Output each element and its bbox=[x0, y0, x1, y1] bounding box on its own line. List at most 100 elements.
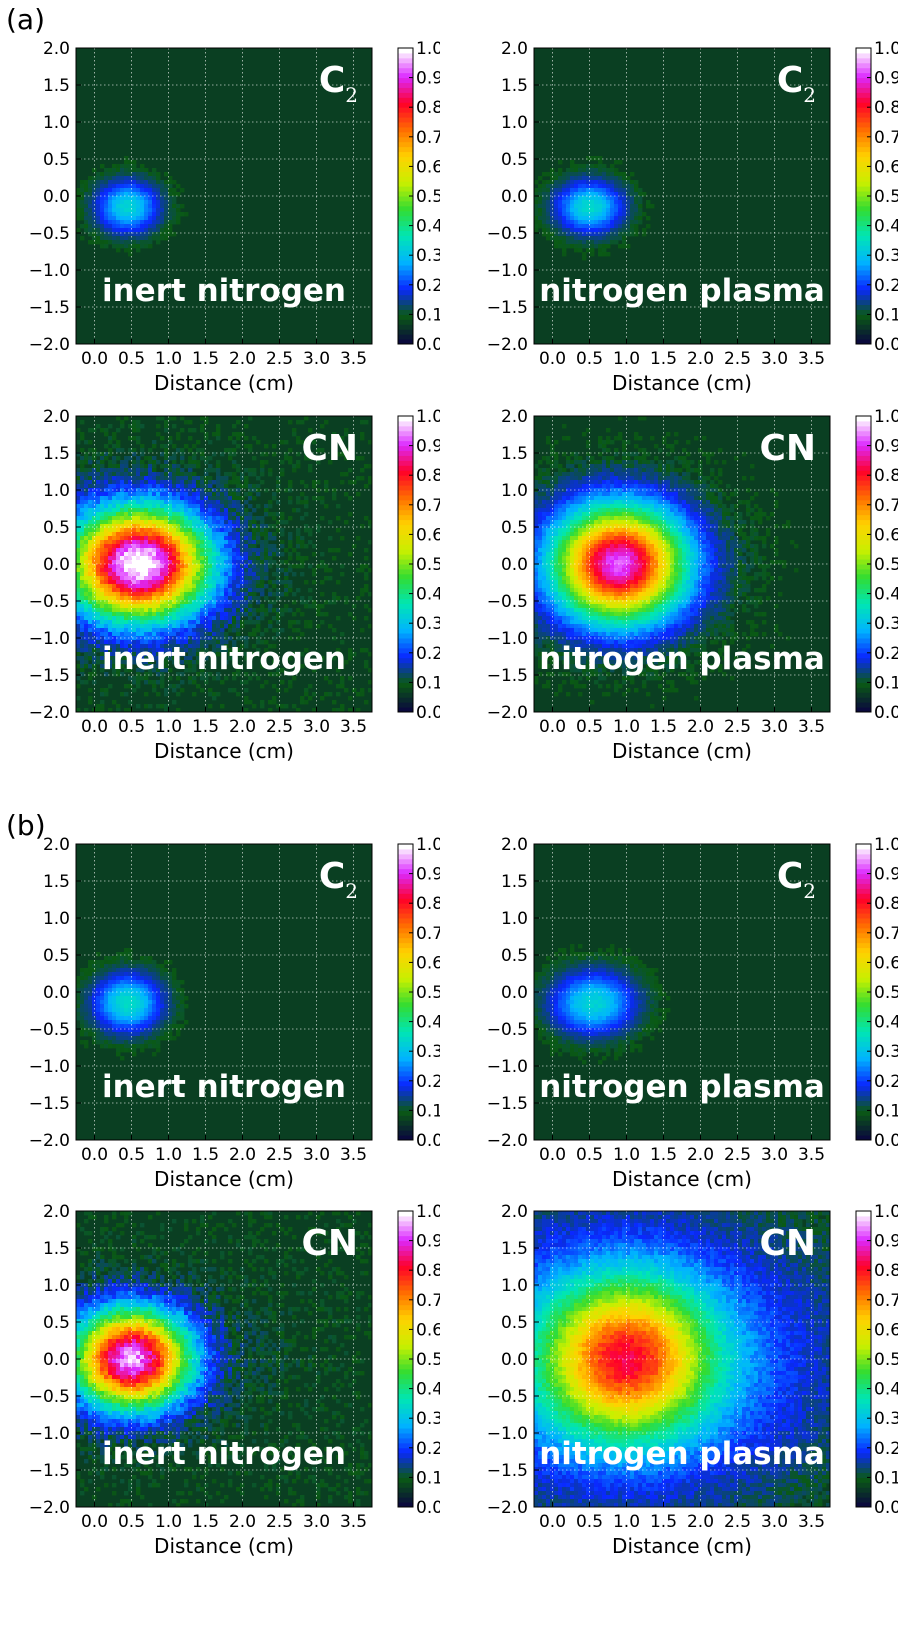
heatmap-cell bbox=[144, 512, 149, 517]
heatmap-cell bbox=[228, 584, 233, 589]
heatmap-cell bbox=[614, 176, 619, 181]
heatmap-cell bbox=[566, 500, 571, 505]
heatmap-cell bbox=[192, 584, 197, 589]
heatmap-cell bbox=[244, 524, 249, 529]
heatmap-cell bbox=[296, 528, 301, 533]
heatmap-cell bbox=[132, 236, 137, 241]
colorbar-segment bbox=[398, 490, 413, 496]
heatmap-cell bbox=[148, 588, 153, 593]
heatmap-cell bbox=[574, 164, 579, 169]
heatmap-cell bbox=[144, 472, 149, 477]
heatmap-cell bbox=[132, 604, 137, 609]
heatmap-cell bbox=[280, 460, 285, 465]
heatmap-cell bbox=[244, 656, 249, 661]
heatmap-cell bbox=[534, 496, 539, 501]
heatmap-cell bbox=[590, 164, 595, 169]
heatmap-cell bbox=[542, 500, 547, 505]
heatmap-cell bbox=[296, 708, 301, 713]
heatmap-cell bbox=[116, 440, 121, 445]
heatmap-cell bbox=[200, 688, 205, 693]
heatmap-cell bbox=[96, 452, 101, 457]
heatmap-cell bbox=[164, 516, 169, 521]
heatmap-cell bbox=[136, 648, 141, 653]
heatmap-cell bbox=[614, 488, 619, 493]
heatmap-cell bbox=[116, 188, 121, 193]
heatmap-cell bbox=[220, 644, 225, 649]
heatmap-cell bbox=[300, 440, 305, 445]
heatmap-cell bbox=[224, 520, 229, 525]
heatmap-cell bbox=[164, 620, 169, 625]
heatmap-cell bbox=[160, 636, 165, 641]
heatmap-cell bbox=[574, 180, 579, 185]
heatmap-cell bbox=[360, 648, 365, 653]
heatmap-cell bbox=[658, 476, 663, 481]
heatmap-cell bbox=[136, 488, 141, 493]
heatmap-cell bbox=[578, 164, 583, 169]
heatmap-cell bbox=[132, 488, 137, 493]
heatmap-cell bbox=[168, 540, 173, 545]
heatmap-cell bbox=[160, 608, 165, 613]
heatmap-cell bbox=[80, 500, 85, 505]
heatmap-cell bbox=[260, 616, 265, 621]
heatmap-cell bbox=[180, 544, 185, 549]
heatmap-cell bbox=[212, 636, 217, 641]
heatmap-cell bbox=[120, 196, 125, 201]
heatmap-cell bbox=[216, 480, 221, 485]
heatmap-cell bbox=[244, 556, 249, 561]
heatmap-cell bbox=[570, 488, 575, 493]
heatmap-cell bbox=[630, 208, 635, 213]
heatmap-cell bbox=[642, 452, 647, 457]
heatmap-cell bbox=[152, 208, 157, 213]
heatmap-cell bbox=[112, 436, 117, 441]
heatmap-cell bbox=[112, 504, 117, 509]
heatmap-cell bbox=[100, 608, 105, 613]
heatmap-cell bbox=[128, 244, 133, 249]
heatmap-cell bbox=[176, 508, 181, 513]
heatmap-cell bbox=[108, 644, 113, 649]
heatmap-cell bbox=[336, 684, 341, 689]
heatmap-cell bbox=[188, 640, 193, 645]
heatmap-cell bbox=[152, 196, 157, 201]
heatmap-cell bbox=[148, 484, 153, 489]
heatmap-cell bbox=[140, 496, 145, 501]
heatmap-cell bbox=[136, 188, 141, 193]
heatmap-cell bbox=[168, 492, 173, 497]
heatmap-cell bbox=[76, 480, 81, 485]
heatmap-cell bbox=[76, 644, 81, 649]
colorbar-tick-label: 0.4 bbox=[416, 585, 440, 605]
heatmap-cell bbox=[144, 192, 149, 197]
heatmap-cell bbox=[614, 196, 619, 201]
colorbar-segment bbox=[398, 161, 413, 167]
colorbar-segment bbox=[398, 554, 413, 560]
heatmap-cell bbox=[208, 652, 213, 657]
heatmap-cell bbox=[152, 560, 157, 565]
heatmap-cell bbox=[164, 704, 169, 709]
heatmap-cell bbox=[88, 468, 93, 473]
heatmap-cell bbox=[574, 472, 579, 477]
heatmap-cell bbox=[208, 568, 213, 573]
heatmap-cell bbox=[136, 192, 141, 197]
heatmap-cell bbox=[598, 200, 603, 205]
heatmap-cell bbox=[570, 192, 575, 197]
heatmap-cell bbox=[192, 644, 197, 649]
heatmap-cell bbox=[300, 420, 305, 425]
heatmap-cell bbox=[280, 592, 285, 597]
heatmap-cell bbox=[160, 236, 165, 241]
heatmap-cell bbox=[152, 636, 157, 641]
heatmap-cell bbox=[710, 472, 715, 477]
heatmap-cell bbox=[646, 468, 651, 473]
heatmap-cell bbox=[614, 212, 619, 217]
heatmap-cell bbox=[168, 504, 173, 509]
heatmap-cell bbox=[256, 576, 261, 581]
heatmap-cell bbox=[578, 188, 583, 193]
heatmap-cell bbox=[176, 432, 181, 437]
heatmap-cell bbox=[84, 596, 89, 601]
heatmap-cell bbox=[132, 192, 137, 197]
heatmap-cell bbox=[582, 224, 587, 229]
heatmap-cell bbox=[622, 220, 627, 225]
heatmap-cell bbox=[116, 576, 121, 581]
heatmap-cell bbox=[240, 624, 245, 629]
heatmap-cell bbox=[152, 224, 157, 229]
heatmap-cell bbox=[662, 492, 667, 497]
heatmap-cell bbox=[172, 564, 177, 569]
